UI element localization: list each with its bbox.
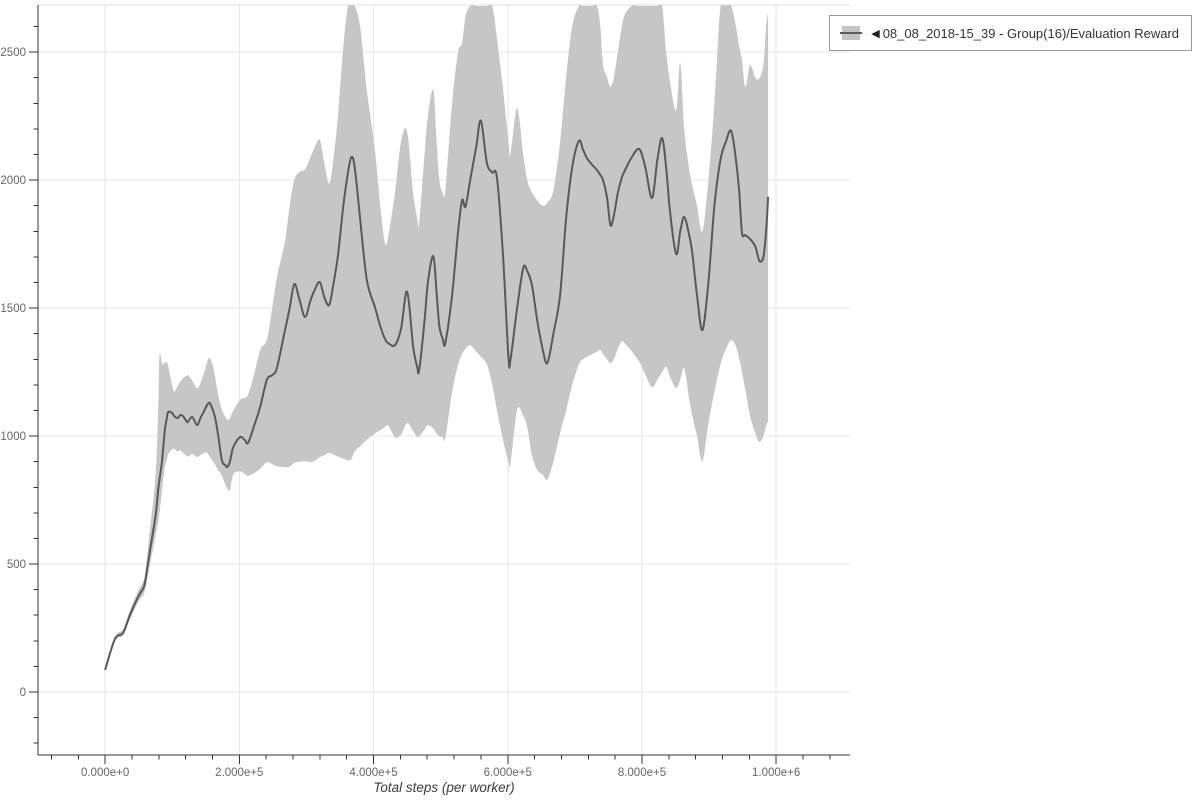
x-tick-label: 2.000e+5 [215, 767, 263, 779]
y-tick-label: 1000 [0, 431, 26, 443]
mean-reward-line [104, 119, 770, 671]
line-swatch [840, 32, 863, 34]
legend-line-band-swatch [840, 25, 863, 41]
tick-labels: 0.000e+0 2.000e+5 4.000e+5 6.000e+5 8.000e+5… [0, 47, 800, 779]
y-tick-label: 2500 [0, 47, 26, 59]
x-tick-label: 8.000e+5 [618, 767, 666, 779]
x-tick-label: 1.000e+6 [752, 767, 800, 779]
y-tick-label: 0 [20, 687, 26, 699]
min-max-band [105, 5, 769, 670]
x-axis-title: Total steps (per worker) [373, 780, 515, 795]
y-tick-label: 500 [7, 559, 26, 571]
legend-item[interactable]: ◀ 08_08_2018-15_39 - Group(16)/Evaluatio… [829, 15, 1192, 51]
x-tick-label: 6.000e+5 [484, 767, 532, 779]
legend-series-label: 08_08_2018-15_39 - Group(16)/Evaluation … [882, 25, 1179, 41]
x-tick-label: 4.000e+5 [349, 767, 397, 779]
legend-sort-triangle-icon: ◀ [871, 27, 880, 40]
axes [29, 5, 850, 764]
y-tick-label: 2000 [0, 175, 26, 187]
y-tick-label: 1500 [0, 303, 26, 315]
x-tick-label: 0.000e+0 [81, 767, 129, 779]
